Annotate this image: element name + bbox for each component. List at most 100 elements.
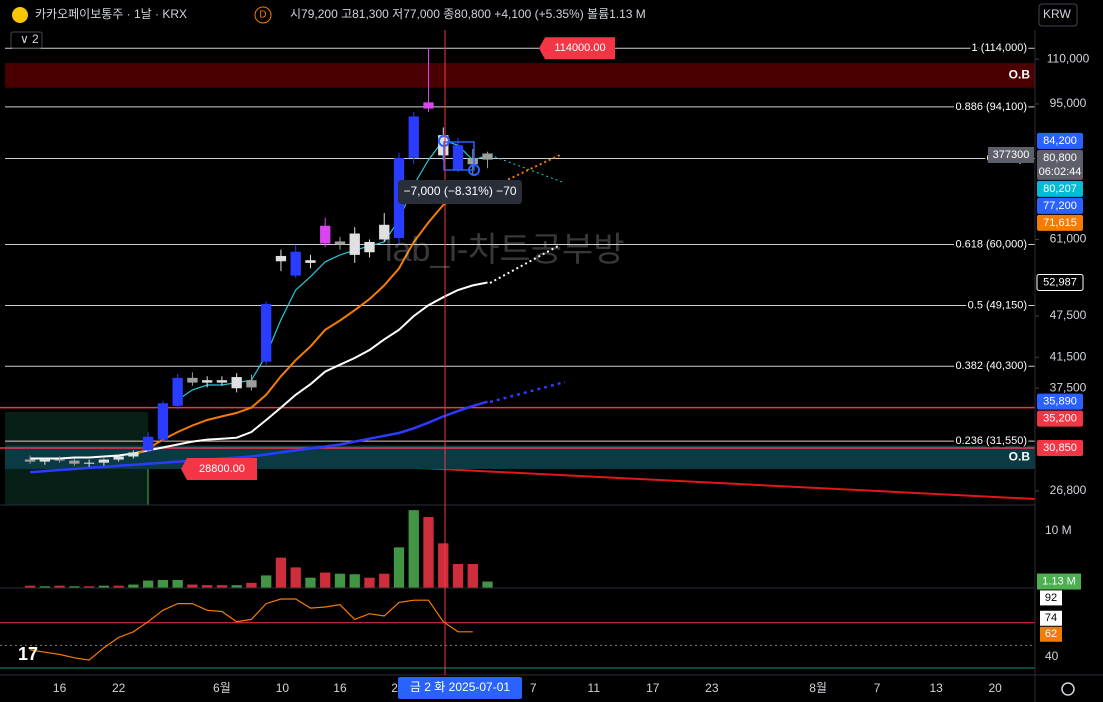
candle-body [452, 145, 464, 170]
fib-label: 1 (114,000) [972, 42, 1027, 54]
collapse-button[interactable] [10, 31, 43, 49]
volume-bar [349, 574, 360, 588]
price-tag-label: 35,890 [1043, 396, 1077, 408]
handle[interactable] [468, 164, 480, 176]
badge-ring [254, 6, 272, 24]
volume-bar [482, 581, 493, 588]
handle[interactable] [438, 135, 450, 147]
price-tag [1037, 410, 1083, 427]
volume-bar [305, 577, 316, 588]
volume-bar [24, 585, 36, 588]
volume-bar [201, 585, 213, 588]
fib-label: 0.236 (31,550) [955, 435, 1027, 447]
candle-body [261, 303, 272, 362]
price-tag [1037, 197, 1083, 214]
price-tag-label: 77,200 [1043, 200, 1077, 212]
x-tick-label: 23 [705, 681, 719, 695]
logo[interactable]: 17 [18, 644, 38, 664]
volume-bar [290, 567, 301, 588]
x-tick-label: 16 [53, 681, 67, 695]
volume-bar [142, 580, 154, 588]
volume-bar [69, 586, 80, 588]
candle-body [39, 459, 51, 462]
volume-bar [231, 585, 242, 588]
volume-bar [98, 585, 110, 588]
price-tag-label: 30,850 [1043, 442, 1077, 454]
volume-bar [187, 584, 198, 588]
collapse-count[interactable]: 2 [32, 32, 39, 46]
candle-body [246, 380, 257, 388]
x-tick-label: 20 [988, 681, 1002, 695]
candle-body [83, 462, 95, 464]
candle-body [290, 251, 301, 276]
rsi-tag [1040, 626, 1062, 642]
candle-body [349, 233, 360, 255]
candle-body [379, 224, 390, 240]
symbol-logo [12, 7, 28, 23]
price-tag [1037, 439, 1083, 456]
currency-button[interactable] [1038, 3, 1078, 27]
volume-bar [393, 547, 405, 588]
moving-average [30, 281, 488, 460]
candle-body [334, 241, 346, 245]
price-tag-label: 84,200 [1043, 135, 1077, 147]
candle-body [128, 452, 139, 457]
annotation-tag [539, 37, 615, 60]
zone-label: O.B [1009, 68, 1031, 82]
currency[interactable]: KRW [1043, 7, 1071, 21]
price-tag [1036, 274, 1084, 292]
projection [489, 154, 566, 184]
candle-body [231, 377, 242, 389]
crosshair-date: 금 2 화 2025-07-01 [410, 680, 510, 694]
x-tick-label: 22 [112, 681, 126, 695]
y-tick-label: 10 M [1045, 523, 1072, 537]
candle-body [54, 459, 65, 461]
candle-body [467, 158, 478, 165]
volume-bar [379, 573, 390, 588]
volume-bar [408, 510, 419, 588]
volume-bar [423, 517, 434, 588]
volume-bar [261, 575, 272, 588]
price-tag [1037, 214, 1083, 231]
x-tick-label: 6월 [213, 681, 231, 695]
collapse-arrow[interactable]: ∨ [20, 32, 29, 46]
volume-bar [83, 586, 95, 588]
price-tag-label: 71,615 [1043, 217, 1077, 229]
fib-label: 0.382 (40,300) [955, 360, 1027, 372]
candle-body [216, 380, 228, 383]
candle-body [172, 377, 183, 406]
x-tick-label: 10 [276, 681, 290, 695]
projection [489, 244, 561, 284]
x-tick-label: 7 [530, 681, 537, 695]
overlay: 1.13 M 92 74 62 84,200 80,800 06:02:44 80,207 77… [181, 37, 1084, 642]
annotation-label: 28800.00 [199, 463, 245, 475]
volume-bar [364, 577, 375, 588]
ohlc-values: 시79,200 고81,300 저77,000 종80,800 +4,100 (… [290, 7, 646, 21]
price-tag [1037, 180, 1083, 197]
x-tick-label: 8월 [809, 681, 827, 695]
candle-body [275, 255, 287, 262]
candle-body [482, 153, 493, 160]
settings[interactable] [1061, 682, 1075, 696]
candle-body [69, 460, 80, 464]
moving-average [30, 400, 488, 474]
volume-bar [113, 585, 124, 588]
y-tick-label: 61,000 [1050, 232, 1087, 246]
volume-bar [334, 573, 346, 588]
volume-bar [172, 579, 183, 588]
x-tick-label: 17 [646, 681, 660, 695]
volume-tag-label: 1.13 M [1042, 575, 1076, 587]
x-tick-label: 7 [874, 681, 881, 695]
candle-body [320, 225, 331, 244]
side-tag-label: 377300 [993, 149, 1030, 161]
price-tag [1037, 393, 1083, 410]
symbol-title[interactable]: 카카오페이보통주 · 1날 · KRX [35, 7, 187, 21]
candle-body [98, 459, 110, 463]
y-tick-label: 40 [1045, 649, 1059, 663]
rsi-line [30, 598, 473, 661]
zone [5, 63, 1035, 88]
fib-label: 0.5 (49,150) [968, 299, 1027, 311]
volume-bar [39, 586, 51, 588]
